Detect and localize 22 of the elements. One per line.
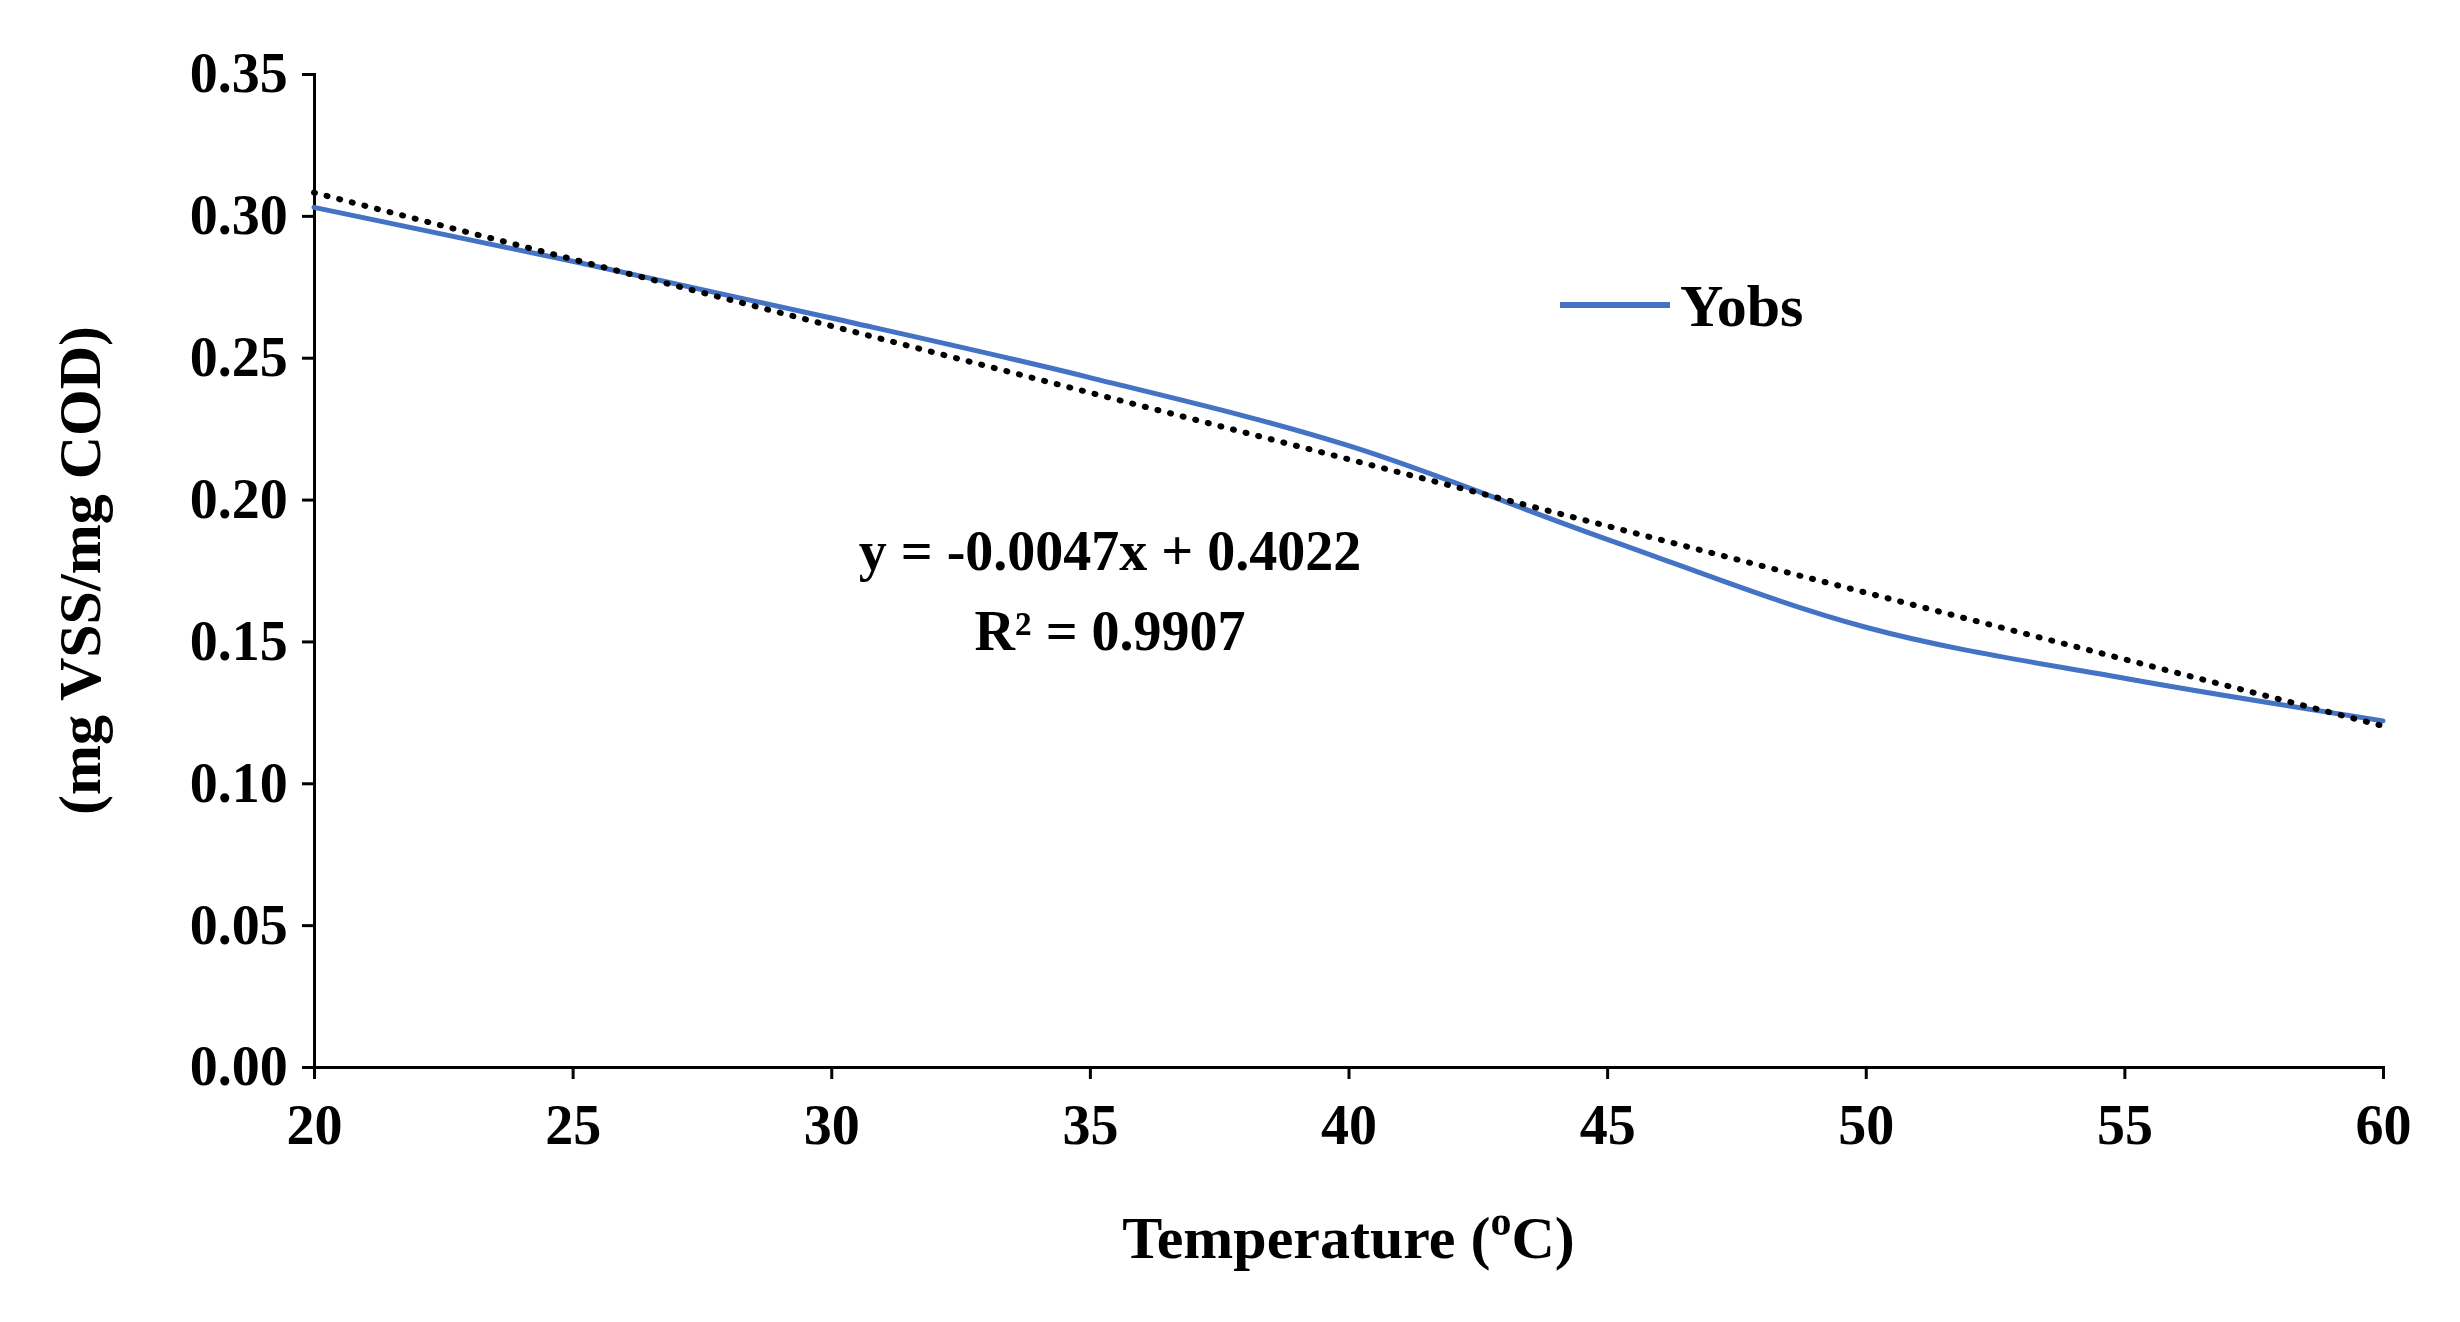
x-tick-label: 25 [545, 1093, 602, 1156]
x-tick-label: 30 [803, 1093, 860, 1156]
y-tick-label: 0.35 [189, 42, 288, 105]
x-tick-label: 60 [2355, 1093, 2412, 1156]
y-tick-label: 0.00 [189, 1035, 288, 1098]
y-tick-label: 0.05 [189, 893, 288, 956]
x-tick-label: 20 [286, 1093, 343, 1156]
annotation: R² = 0.9907 [974, 600, 1246, 662]
x-tick-label: 55 [2096, 1093, 2153, 1156]
x-tick-label: 40 [1321, 1093, 1377, 1156]
legend-label: Yobs [1680, 273, 1804, 339]
y-axis-title: (mg VSS/mg COD) [47, 326, 113, 815]
y-tick-label: 0.10 [189, 751, 288, 814]
y-tick-label: 0.30 [189, 184, 288, 247]
y-tick-label: 0.25 [189, 326, 288, 389]
annotation: y = -0.0047x + 0.4022 [858, 520, 1362, 582]
y-tick-label: 0.20 [189, 467, 288, 530]
x-axis-title: Temperature ($^{o}$C) [1122, 1198, 1575, 1271]
x-tick-label: 50 [1838, 1093, 1895, 1156]
x-tick-label: 35 [1062, 1093, 1119, 1156]
y-tick-label: 0.15 [189, 609, 288, 672]
x-tick-label: 45 [1579, 1093, 1636, 1156]
